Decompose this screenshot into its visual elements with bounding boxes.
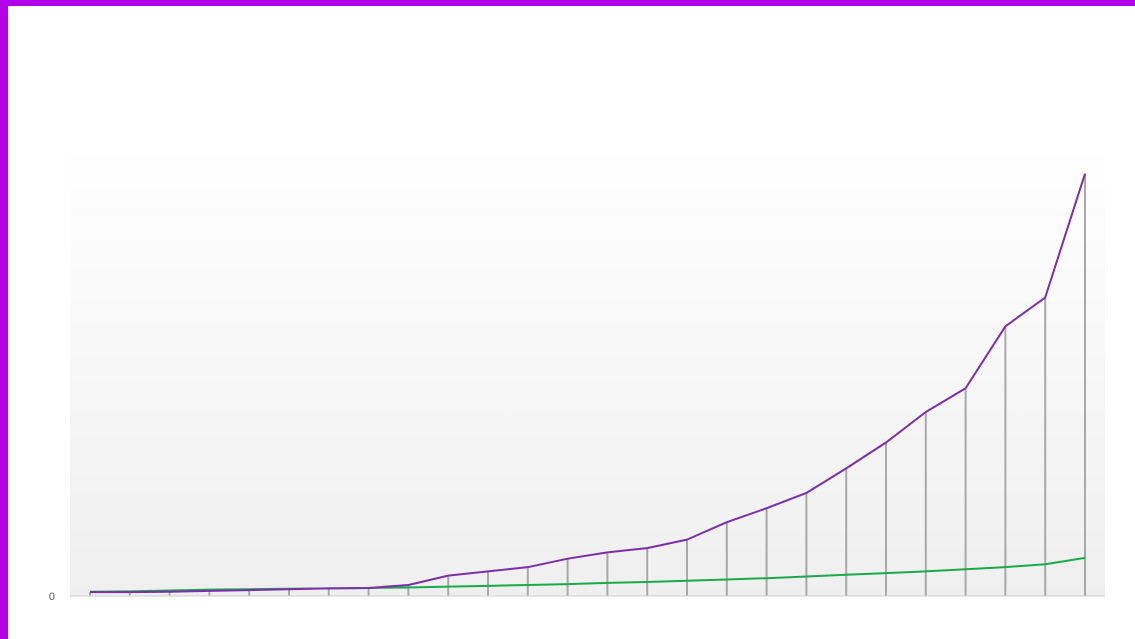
y-axis-ticks: 0 — [49, 591, 55, 603]
series-line-upper — [90, 173, 1086, 594]
top-frame-bar — [0, 0, 1135, 6]
plot-background — [70, 143, 1105, 596]
y-tick-label: 0 — [49, 591, 55, 603]
left-frame-bar — [0, 0, 8, 639]
drop-lines — [89, 173, 1086, 596]
series-group — [89, 173, 1086, 594]
